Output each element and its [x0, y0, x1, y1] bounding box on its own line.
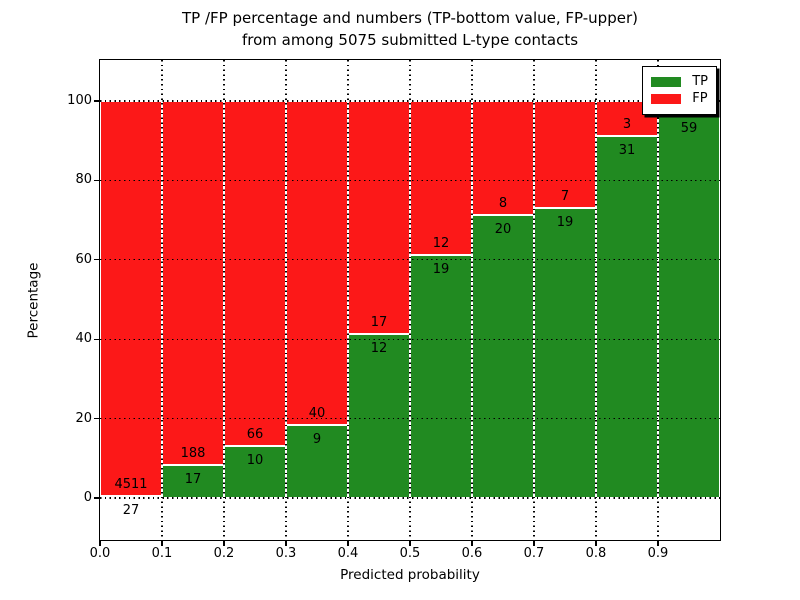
gridline-vertical: [595, 60, 597, 540]
bar-label-tp: 10: [246, 452, 264, 468]
gridline-vertical: [533, 60, 535, 540]
x-tick-label: 0.6: [461, 546, 483, 561]
legend-entry: FP: [651, 92, 708, 106]
bar-segment-fp: [100, 101, 162, 496]
plot-area: 4511 27 188 17 66 10 40 9 17 12 12 19 8 20 7 19 3 31 59: [99, 59, 721, 541]
bar-label-fp: 8: [498, 195, 508, 211]
x-tick-mark: [471, 540, 473, 546]
y-tick-mark: [94, 179, 100, 182]
x-axis-label: Predicted probability: [340, 567, 480, 583]
x-tick-mark: [533, 540, 535, 546]
bar-segment-tp: [472, 214, 534, 498]
gridline-vertical: [347, 60, 349, 540]
bar-segment-fp: [224, 101, 286, 446]
y-tick-mark: [94, 338, 100, 340]
chart-title-line1: TP /FP percentage and numbers (TP-bottom…: [182, 9, 638, 27]
bar-segment-fp: [472, 101, 534, 215]
x-tick-mark: [347, 540, 349, 546]
y-tick-mark: [94, 100, 100, 102]
bar-segment-fp: [162, 101, 224, 466]
bar-label-tp: 27: [122, 502, 140, 518]
y-tick-label: 20: [75, 410, 92, 426]
bar-segment-tp: [534, 207, 596, 498]
bar-segment-tp: [658, 114, 720, 498]
x-tick-label: 0.7: [523, 546, 545, 561]
legend-label: TP: [692, 74, 708, 89]
bar-label-tp: 19: [432, 261, 450, 277]
legend-label: FP: [692, 91, 708, 106]
y-tick-label: 60: [75, 251, 92, 267]
bar-label-fp: 188: [180, 446, 206, 462]
x-tick-label: 0.5: [399, 546, 421, 561]
gridline-vertical: [161, 60, 163, 540]
x-tick-mark: [595, 540, 597, 546]
x-tick-label: 0.3: [275, 546, 297, 561]
x-tick-label: 0.0: [89, 546, 111, 561]
legend-entry: TP: [651, 75, 708, 89]
y-tick-label: 40: [75, 331, 92, 347]
x-tick-label: 0.4: [337, 546, 359, 561]
bar-segment-fp: [410, 101, 472, 255]
bar-label-tp: 17: [184, 472, 202, 488]
bar-segment-tp: [410, 254, 472, 498]
x-tick-label: 0.9: [647, 546, 669, 561]
y-tick-mark: [94, 259, 100, 261]
x-tick-mark: [223, 540, 225, 546]
bar-label-tp: 19: [556, 214, 574, 230]
x-tick-mark: [161, 540, 163, 546]
bar-label-fp: 17: [370, 314, 388, 330]
bar-label-tp: 59: [680, 121, 698, 137]
bar-label-fp: 66: [246, 426, 264, 442]
bar-segment-fp: [348, 101, 410, 334]
bar-label-fp: 40: [308, 405, 326, 421]
tp-legend-swatch: [651, 77, 682, 87]
x-tick-label: 0.1: [151, 546, 173, 561]
bar-segment-fp: [534, 101, 596, 208]
x-tick-label: 0.2: [213, 546, 235, 561]
bar-segment-tp: [596, 135, 658, 498]
bar-segment-tp: [348, 333, 410, 498]
gridline-vertical: [285, 60, 287, 540]
x-tick-mark: [285, 540, 287, 546]
y-tick-label: 80: [75, 172, 92, 188]
bar-label-tp: 12: [370, 340, 388, 356]
gridline-vertical: [409, 60, 411, 540]
bar-segment-tp: [286, 424, 348, 498]
gridline-vertical: [657, 60, 659, 540]
fp-legend-swatch: [651, 94, 682, 104]
y-tick-label: 0: [83, 490, 92, 505]
bar-label-fp: 7: [560, 188, 570, 204]
y-tick-label: 100: [67, 93, 92, 108]
x-tick-label: 0.8: [585, 546, 607, 561]
bar-label-tp: 31: [618, 142, 636, 158]
x-tick-mark: [99, 540, 101, 546]
bar-label-fp: 3: [622, 116, 632, 132]
bar-label-fp: 12: [432, 235, 450, 251]
legend: TP FP: [642, 66, 717, 115]
bar-segment-fp: [286, 101, 348, 425]
bar-label-fp: 4511: [114, 476, 148, 492]
x-tick-mark: [657, 540, 659, 546]
bar-label-tp: 9: [312, 431, 322, 447]
bar-label-tp: 20: [494, 221, 512, 237]
x-tick-mark: [409, 540, 411, 546]
y-tick-mark: [94, 497, 100, 499]
gridline-vertical: [471, 60, 473, 540]
y-tick-mark: [94, 417, 100, 420]
gridline-vertical: [223, 60, 225, 540]
chart-title-line2: from among 5075 submitted L-type contact…: [241, 31, 579, 49]
